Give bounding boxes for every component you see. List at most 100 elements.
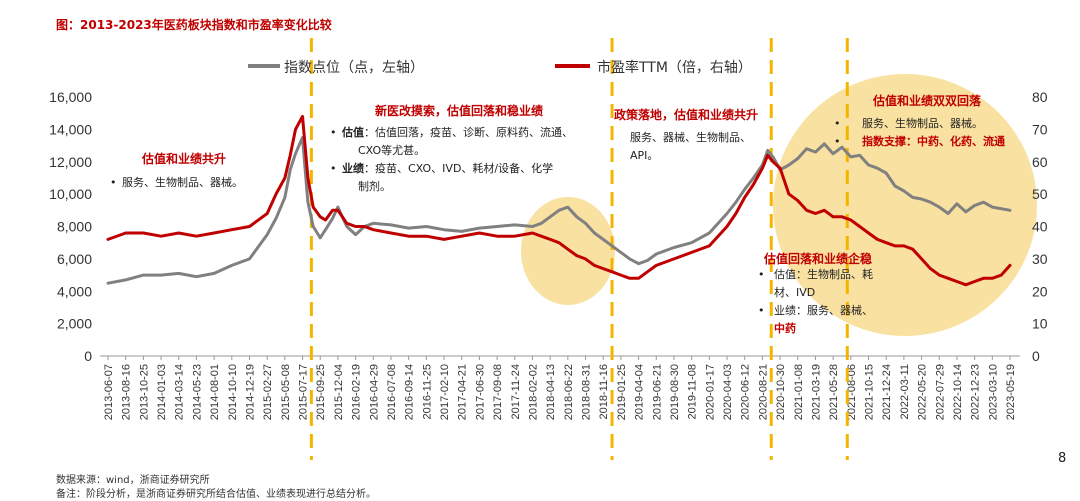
x-tick-label: 2014-10-10 [227,364,239,420]
x-tick-label: 2018-11-16 [598,364,610,419]
x-tick-label: 2014-08-01 [209,364,221,420]
annotation-phase2-label-valuation: 估值 [342,126,364,139]
x-tick-label: 2021-08-06 [846,364,858,420]
annotation-phase2-title: 新医改摸索，估值回落和稳业绩 [375,104,544,118]
x-tick-label: 2015-09-25 [315,364,327,420]
x-tick-label: 2020-04-03 [722,364,734,420]
series-lines [106,114,1012,287]
x-tick-label: 2020-06-12 [740,364,752,420]
y-left-tick-label: 14,000 [49,121,92,137]
x-tick-label: 2021-05-28 [828,364,840,420]
x-tick-label: 2016-11-25 [421,364,433,419]
x-tick-label: 2015-05-08 [280,364,292,420]
x-tick-label: 2020-08-21 [757,364,769,420]
annotation-phase1-text: • 服务、生物制品、器械。 [110,176,243,189]
x-tick-label: 2020-01-17 [704,364,716,420]
x-tick-label: 2021-10-15 [864,364,876,420]
annotation-phase5-line3: 业绩：服务、器械、 [774,304,873,317]
x-tick-label: 2018-06-22 [563,364,575,420]
x-tick-label: 2019-08-30 [669,364,681,420]
legend-label-index: 指数点位（点，左轴） [284,60,424,76]
annotation-phase2-line3: ：疫苗、CXO、IVD、耗材/设备、化学 [364,162,554,175]
x-tick-label: 2014-01-03 [156,364,168,420]
pe-line [106,114,1012,287]
y-right-tick-label: 40 [1032,219,1048,235]
phase-dividers [309,38,849,460]
annotation-phase3-title: 政策落地，估值和业绩共升 [614,108,759,122]
x-tick-label: 2013-08-16 [121,364,133,420]
y-left-tick-label: 16,000 [49,89,92,105]
x-tick-label: 2020-10-30 [775,364,787,420]
x-tick-label: 2016-04-29 [368,364,380,420]
x-tick-label: 2018-04-13 [545,364,557,420]
x-tick-label: 2022-03-11 [899,364,911,419]
chart-title: 图：2013-2023年医药板块指数和市盈率变化比较 [56,18,332,32]
y-left-tick-label: 0 [84,348,92,364]
y-left-tick-label: 6,000 [57,251,92,267]
x-tick-label: 2022-05-20 [917,364,929,420]
y-right-tick-label: 20 [1032,283,1048,299]
y-left-tick-label: 8,000 [57,219,92,235]
y-right-tick-label: 60 [1032,154,1048,170]
x-tick-label: 2014-12-19 [244,364,256,420]
y-left-tick-label: 4,000 [57,283,92,299]
x-tick-label: 2014-05-23 [191,364,203,420]
x-tick-label: 2021-12-24 [881,364,893,420]
x-tick-label: 2016-07-08 [386,364,398,420]
y-right-tick-label: 80 [1032,89,1048,105]
x-tick-label: 2015-07-17 [298,364,310,420]
annotation-phase3-text: 服务、器械、生物制品、 API。 [614,129,751,165]
x-tick-label: 2014-03-14 [174,364,186,420]
annotation-phase4-line1: 服务、生物制品、器械。 [862,117,983,130]
x-tick-label: 2015-12-04 [333,364,345,420]
annotation-phase4-title: 估值和业绩双双回落 [873,94,982,108]
y-right-tick-label: 50 [1032,186,1048,202]
annotation-phase2-label-earnings: 业绩 [342,162,364,175]
annotation-phase5-line2: 材、IVD [774,286,816,299]
annotation-phase2-line4: 制剂。 [358,180,391,193]
y-left-tick-label: 12,000 [49,154,92,170]
x-tick-label: 2022-12-23 [970,364,982,420]
annotation-phase2-text: • 估值：估值回落，疫苗、诊断、原料药、流通、 CXO等尤甚。 • 业绩：疫苗、CX… [330,124,573,196]
x-tick-label: 2019-04-04 [634,364,646,420]
footnote: 备注：阶段分析，是浙商证券研究所结合估值、业绩表现进行总结分析。 [56,489,376,500]
y-left-tick-label: 2,000 [57,316,92,332]
x-tick-label: 2023-03-10 [987,364,999,420]
x-tick-label: 2019-06-21 [651,364,663,420]
x-tick-label: 2013-10-25 [138,364,150,420]
annotation-phase5-text: • 估值：生物制品、耗 材、IVD • 业绩：服务、器械、 中药 [758,266,873,338]
index-line [106,136,1012,285]
annotation-phase1-line1: 服务、生物制品、器械。 [122,176,243,189]
y-right-tick-label: 30 [1032,251,1048,267]
x-tick-label: 2023-05-19 [1005,364,1017,420]
x-tick-label: 2016-09-14 [404,364,416,420]
x-tick-label: 2013-06-07 [103,364,115,420]
x-tick-label: 2021-01-08 [793,364,805,420]
y-right-tick-label: 70 [1032,121,1048,137]
annotation-phase2-line1: ：估值回落，疫苗、诊断、原料药、流通、 [364,126,573,139]
x-tick-label: 2017-04-21 [457,364,469,420]
x-tick-label: 2016-02-19 [351,364,363,420]
x-tick-label: 2017-06-30 [474,364,486,420]
source-note: 数据来源：wind，浙商证券研究所 [56,475,210,486]
x-tick-label: 2019-11-08 [687,364,699,419]
highlight-circle-2021 [773,74,1037,336]
axes: 0 2,000 4,000 6,000 8,000 10,000 12,000 14,000 1… [49,89,1048,420]
annotation-phase5-title: 估值回落和业绩企稳 [764,252,873,266]
page-number: 8 [1058,451,1067,466]
legend-label-pe: 市盈率TTM（倍，右轴） [597,60,752,76]
annotation-phase4-text: • 服务、生物制品、器械。 • 指数支撑：中药、化药、流通 [834,117,1005,148]
annotation-phase2-line2: CXO等尤甚。 [358,144,426,157]
x-tick-label: 2017-02-10 [439,364,451,420]
x-tick-label: 2017-09-08 [492,364,504,420]
y-left-tick-label: 10,000 [49,186,92,202]
annotation-phase1-title: 估值和业绩共升 [142,152,227,166]
x-tick-label: 2017-11-24 [510,364,522,419]
annotation-phase3-line1: 服务、器械、生物制品、 [630,131,751,144]
x-tick-label: 2022-07-29 [934,364,946,420]
y-right-tick-label: 10 [1032,316,1048,332]
annotation-phase4-label-support: 指数支撑 [862,135,906,148]
x-tick-label: 2021-03-19 [810,364,822,420]
y-right-tick-label: 0 [1032,348,1040,364]
